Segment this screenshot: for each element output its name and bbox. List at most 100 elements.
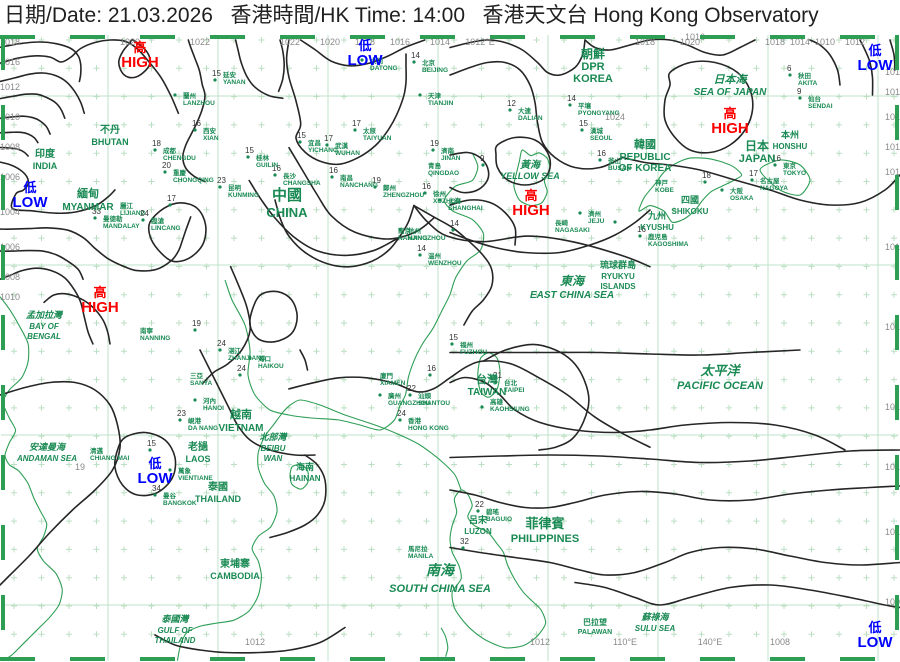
svg-text:GULF OF: GULF OF xyxy=(157,626,193,635)
svg-text:15: 15 xyxy=(579,119,588,128)
svg-text:23: 23 xyxy=(177,409,186,418)
svg-text:MYANMAR: MYANMAR xyxy=(62,202,114,213)
svg-text:BHUTAN: BHUTAN xyxy=(91,137,128,147)
svg-text:ISLANDS: ISLANDS xyxy=(600,282,636,291)
svg-text:KUNMING: KUNMING xyxy=(228,192,259,199)
svg-text:TAIYUAN: TAIYUAN xyxy=(363,135,392,142)
svg-text:三亞: 三亞 xyxy=(190,372,204,380)
svg-text:17: 17 xyxy=(324,134,333,143)
svg-text:32: 32 xyxy=(460,537,469,546)
svg-text:XUZHOU: XUZHOU xyxy=(433,198,461,205)
svg-text:23: 23 xyxy=(217,176,226,185)
svg-text:NAGASAKI: NAGASAKI xyxy=(555,227,590,234)
svg-text:16: 16 xyxy=(422,182,431,191)
svg-text:碧瑤: 碧瑤 xyxy=(485,507,500,516)
svg-text:VIENTIANE: VIENTIANE xyxy=(178,475,213,482)
svg-text:15: 15 xyxy=(212,69,221,78)
svg-text:HIGH: HIGH xyxy=(81,299,119,316)
svg-text:NANNING: NANNING xyxy=(140,335,170,342)
svg-text:TAIPEI: TAIPEI xyxy=(504,387,525,394)
svg-text:西安: 西安 xyxy=(203,126,217,135)
svg-text:PHILIPPINES: PHILIPPINES xyxy=(511,533,579,545)
svg-text:HANGZHOU: HANGZHOU xyxy=(408,235,446,242)
svg-text:LOW: LOW xyxy=(138,470,174,487)
svg-text:14: 14 xyxy=(411,51,420,60)
svg-text:北京: 北京 xyxy=(422,58,436,67)
svg-text:GUILIN: GUILIN xyxy=(256,162,278,169)
svg-text:緬甸: 緬甸 xyxy=(77,186,99,200)
svg-text:北部灣: 北部灣 xyxy=(259,432,288,442)
svg-text:1008: 1008 xyxy=(0,142,20,152)
svg-text:孟加拉灣: 孟加拉灣 xyxy=(26,310,64,320)
svg-text:THAILAND: THAILAND xyxy=(155,636,196,645)
svg-text:仙台: 仙台 xyxy=(808,94,822,103)
svg-text:12: 12 xyxy=(507,99,516,108)
svg-text:19: 19 xyxy=(430,139,439,148)
svg-text:AKITA: AKITA xyxy=(798,80,818,87)
svg-text:LOW: LOW xyxy=(858,634,894,651)
svg-text:廈門: 廈門 xyxy=(379,371,394,380)
svg-text:9: 9 xyxy=(797,87,802,96)
svg-text:ANDAMAN SEA: ANDAMAN SEA xyxy=(16,454,77,463)
svg-text:福州: 福州 xyxy=(459,340,473,349)
svg-text:昆明: 昆明 xyxy=(228,183,242,192)
svg-text:台北: 台北 xyxy=(504,378,518,387)
svg-text:低: 低 xyxy=(357,38,371,53)
svg-text:琉球群島: 琉球群島 xyxy=(600,259,636,270)
svg-text:22: 22 xyxy=(407,384,416,393)
svg-text:1012: 1012 xyxy=(885,87,900,97)
svg-text:SENDAI: SENDAI xyxy=(808,103,833,110)
svg-text:FUZHOU: FUZHOU xyxy=(460,349,487,356)
svg-text:XIAN: XIAN xyxy=(203,135,219,142)
svg-text:16: 16 xyxy=(597,149,606,158)
svg-text:南海: 南海 xyxy=(426,562,457,578)
svg-text:SHANTOU: SHANTOU xyxy=(418,400,450,407)
svg-text:1016: 1016 xyxy=(390,37,410,47)
svg-text:温州: 温州 xyxy=(428,251,441,260)
svg-text:KOREA: KOREA xyxy=(573,73,613,85)
svg-text:24: 24 xyxy=(237,364,246,373)
svg-text:PACIFIC OCEAN: PACIFIC OCEAN xyxy=(677,380,764,392)
svg-text:18: 18 xyxy=(702,171,711,180)
svg-text:LOW: LOW xyxy=(348,52,384,69)
svg-text:YANAN: YANAN xyxy=(223,79,246,86)
svg-text:HIGH: HIGH xyxy=(121,54,159,71)
svg-text:低: 低 xyxy=(867,43,881,58)
svg-text:濟南: 濟南 xyxy=(441,146,455,155)
svg-text:本州: 本州 xyxy=(781,129,799,140)
svg-text:太原: 太原 xyxy=(362,126,377,135)
svg-text:東埔寨: 東埔寨 xyxy=(220,557,250,570)
svg-text:24: 24 xyxy=(217,339,226,348)
svg-text:RYUKYU: RYUKYU xyxy=(601,272,635,281)
svg-text:朝鮮: 朝鮮 xyxy=(581,46,605,61)
svg-text:神戸: 神戸 xyxy=(655,178,669,187)
svg-text:JEJU: JEJU xyxy=(588,218,605,225)
svg-text:22: 22 xyxy=(475,500,484,509)
svg-text:1008: 1008 xyxy=(770,637,790,647)
svg-text:馬尼拉: 馬尼拉 xyxy=(408,544,428,553)
svg-text:BAGUIO: BAGUIO xyxy=(486,516,512,523)
svg-text:平壤: 平壤 xyxy=(578,101,592,110)
svg-text:JINAN: JINAN xyxy=(441,155,461,162)
svg-text:桂林: 桂林 xyxy=(255,153,270,162)
svg-text:湛江: 湛江 xyxy=(228,346,242,355)
svg-text:14: 14 xyxy=(567,94,576,103)
svg-text:峴港: 峴港 xyxy=(188,416,202,425)
svg-text:HONG KONG: HONG KONG xyxy=(408,425,449,432)
svg-text:1024: 1024 xyxy=(605,112,625,122)
svg-text:泰國: 泰國 xyxy=(207,480,228,493)
svg-text:低: 低 xyxy=(147,456,161,471)
svg-text:長沙: 長沙 xyxy=(283,171,297,180)
svg-text:REPUBLIC: REPUBLIC xyxy=(619,152,670,163)
svg-text:呂宋: 呂宋 xyxy=(469,514,488,525)
svg-text:SEA OF JAPAN: SEA OF JAPAN xyxy=(694,87,768,98)
svg-text:19: 19 xyxy=(192,319,201,328)
svg-text:秋田: 秋田 xyxy=(798,71,812,80)
svg-text:LOW: LOW xyxy=(858,57,894,74)
svg-text:高雄: 高雄 xyxy=(490,397,504,406)
svg-text:MANILA: MANILA xyxy=(408,553,434,560)
svg-text:黃海: 黃海 xyxy=(519,159,542,171)
svg-text:低: 低 xyxy=(867,620,881,635)
svg-text:泰國灣: 泰國灣 xyxy=(161,614,190,624)
svg-text:NAGOYA: NAGOYA xyxy=(760,185,788,192)
